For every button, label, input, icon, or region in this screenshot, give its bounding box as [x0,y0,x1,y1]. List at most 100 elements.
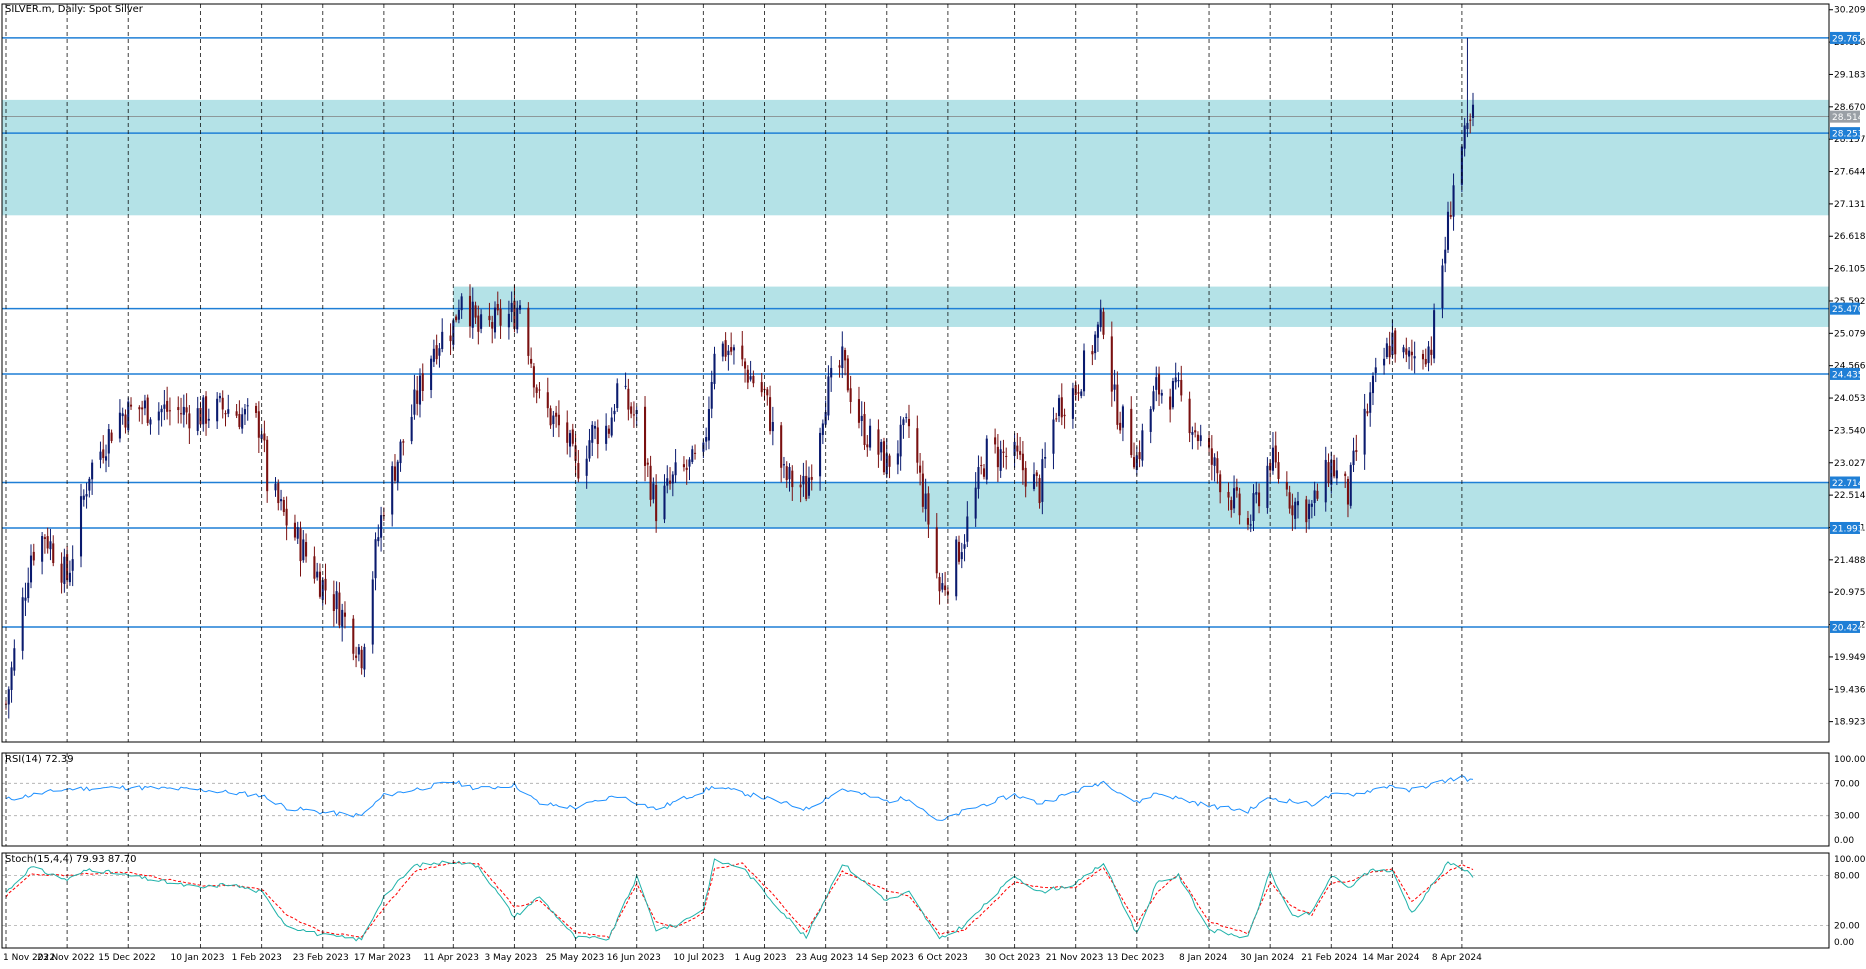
candle-body[interactable] [282,499,285,513]
candle-body[interactable] [363,646,366,670]
candle-body[interactable] [1308,503,1311,519]
candle-body[interactable] [218,395,221,399]
candle-body[interactable] [535,387,538,393]
candle-body[interactable] [341,609,344,627]
candle-body[interactable] [607,428,610,434]
candle-body[interactable] [1355,450,1358,453]
candle-body[interactable] [877,429,880,455]
candle-body[interactable] [1394,330,1397,355]
candle-body[interactable] [960,552,963,560]
candle-body[interactable] [860,415,863,421]
candle-body[interactable] [393,466,397,481]
candle-body[interactable] [1421,353,1425,360]
candle-body[interactable] [1274,445,1277,463]
candle-body[interactable] [799,484,802,488]
candle-body[interactable] [1227,491,1230,498]
candle-body[interactable] [1424,358,1427,365]
candle-body[interactable] [1071,388,1074,419]
candle-body[interactable] [141,407,144,410]
candle-body[interactable] [557,414,560,426]
candle-body[interactable] [585,458,588,476]
candle-body[interactable] [85,494,88,497]
stochastic-main-line[interactable] [5,858,1474,942]
candle-body[interactable] [1063,414,1066,417]
candle-body[interactable] [838,365,841,368]
candle-body[interactable] [1177,380,1180,382]
candle-body[interactable] [807,477,811,496]
candle-body[interactable] [280,499,283,502]
candle-body[interactable] [844,350,847,361]
candle-body[interactable] [1452,185,1455,217]
candle-body[interactable] [435,345,438,360]
candle-body[interactable] [1130,408,1133,456]
candle-body[interactable] [29,555,33,583]
candle-body[interactable] [938,576,941,592]
candle-body[interactable] [1371,375,1375,394]
candle-body[interactable] [885,453,888,475]
candle-body[interactable] [1413,356,1416,359]
candle-body[interactable] [138,407,141,410]
candle-body[interactable] [52,543,55,564]
candle-body[interactable] [396,461,399,483]
candle-body[interactable] [652,483,655,500]
candle-body[interactable] [688,459,691,467]
candle-body[interactable] [863,414,866,446]
rsi-line[interactable] [5,775,1474,821]
candle-body[interactable] [1038,478,1041,504]
candle-body[interactable] [360,649,363,669]
candle-body[interactable] [985,438,988,480]
candle-body[interactable] [305,542,308,557]
candle-body[interactable] [791,470,794,488]
candle-body[interactable] [1188,398,1191,434]
candle-body[interactable] [649,465,652,500]
candle-body[interactable] [1291,505,1294,516]
candle-body[interactable] [1405,348,1408,355]
candle-body[interactable] [488,315,491,321]
candle-body[interactable] [129,404,133,407]
candle-body[interactable] [896,453,899,465]
candle-body[interactable] [477,315,480,332]
candle-body[interactable] [1427,346,1430,364]
candle-body[interactable] [355,655,358,658]
candle-body[interactable] [1102,311,1105,335]
candle-body[interactable] [1024,467,1027,487]
candle-body[interactable] [413,389,416,415]
rsi-panel[interactable] [2,775,1829,821]
candle-body[interactable] [343,612,347,617]
candle-body[interactable] [357,647,360,655]
candle-body[interactable] [1005,455,1008,457]
candle-body[interactable] [1113,384,1116,390]
candle-body[interactable] [285,508,288,526]
candle-body[interactable] [1216,458,1219,474]
candle-body[interactable] [841,346,844,369]
candle-body[interactable] [941,583,944,590]
candle-body[interactable] [1035,472,1038,476]
candle-body[interactable] [104,456,108,461]
candle-body[interactable] [746,369,749,383]
candle-body[interactable] [760,382,763,393]
candle-body[interactable] [266,439,269,492]
candle-body[interactable] [1021,453,1024,471]
candle-body[interactable] [518,305,522,310]
candle-body[interactable] [1255,492,1258,495]
candle-body[interactable] [1441,265,1444,309]
candle-body[interactable] [741,345,744,360]
candle-body[interactable] [568,433,572,447]
candle-body[interactable] [869,425,872,448]
candle-body[interactable] [552,415,555,425]
candle-body[interactable] [1110,336,1113,392]
candle-body[interactable] [566,422,569,443]
candle-body[interactable] [68,572,71,583]
candle-body[interactable] [724,340,727,357]
candle-body[interactable] [243,409,246,415]
candle-body[interactable] [7,689,10,705]
candle-body[interactable] [160,408,163,413]
candle-body[interactable] [1313,490,1316,503]
candle-body[interactable] [902,419,905,426]
candle-body[interactable] [780,425,783,468]
candle-body[interactable] [827,376,830,416]
candle-body[interactable] [157,411,160,421]
candle-body[interactable] [507,313,510,328]
candle-body[interactable] [766,389,769,396]
candle-body[interactable] [143,400,146,409]
